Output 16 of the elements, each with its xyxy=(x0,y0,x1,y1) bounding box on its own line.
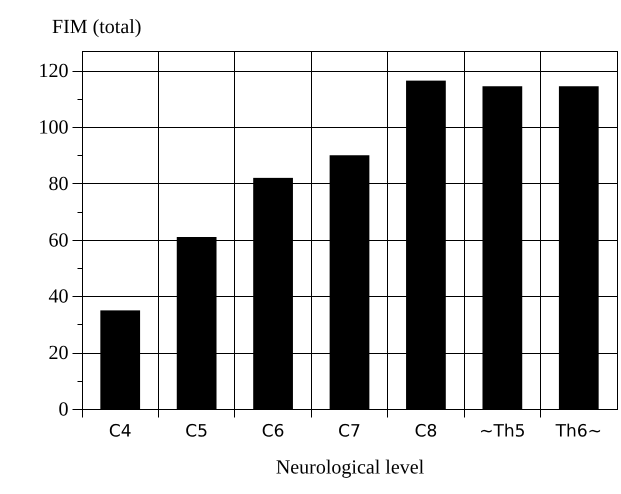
y-tick-label: 40 xyxy=(48,286,68,308)
x-tick-label: Th6~ xyxy=(554,422,602,442)
x-tick-label: C5 xyxy=(185,422,208,442)
y-tick-label: 80 xyxy=(48,172,68,195)
x-tick-label: C7 xyxy=(338,422,361,442)
x-tick-label: C6 xyxy=(262,422,284,442)
y-axis-title: FIM (total) xyxy=(52,16,142,38)
y-tick-label: 20 xyxy=(48,342,68,364)
x-tick-label: C4 xyxy=(108,422,132,442)
x-tick-label: ~Th5 xyxy=(479,422,526,442)
y-tick-label: 120 xyxy=(38,60,68,82)
y-tick-label: 60 xyxy=(48,229,68,252)
y-tick-label: 100 xyxy=(38,116,68,139)
x-axis-title: Neurological level xyxy=(276,456,425,478)
x-tick-label: C8 xyxy=(414,422,438,442)
y-tick-label: 0 xyxy=(58,398,68,420)
